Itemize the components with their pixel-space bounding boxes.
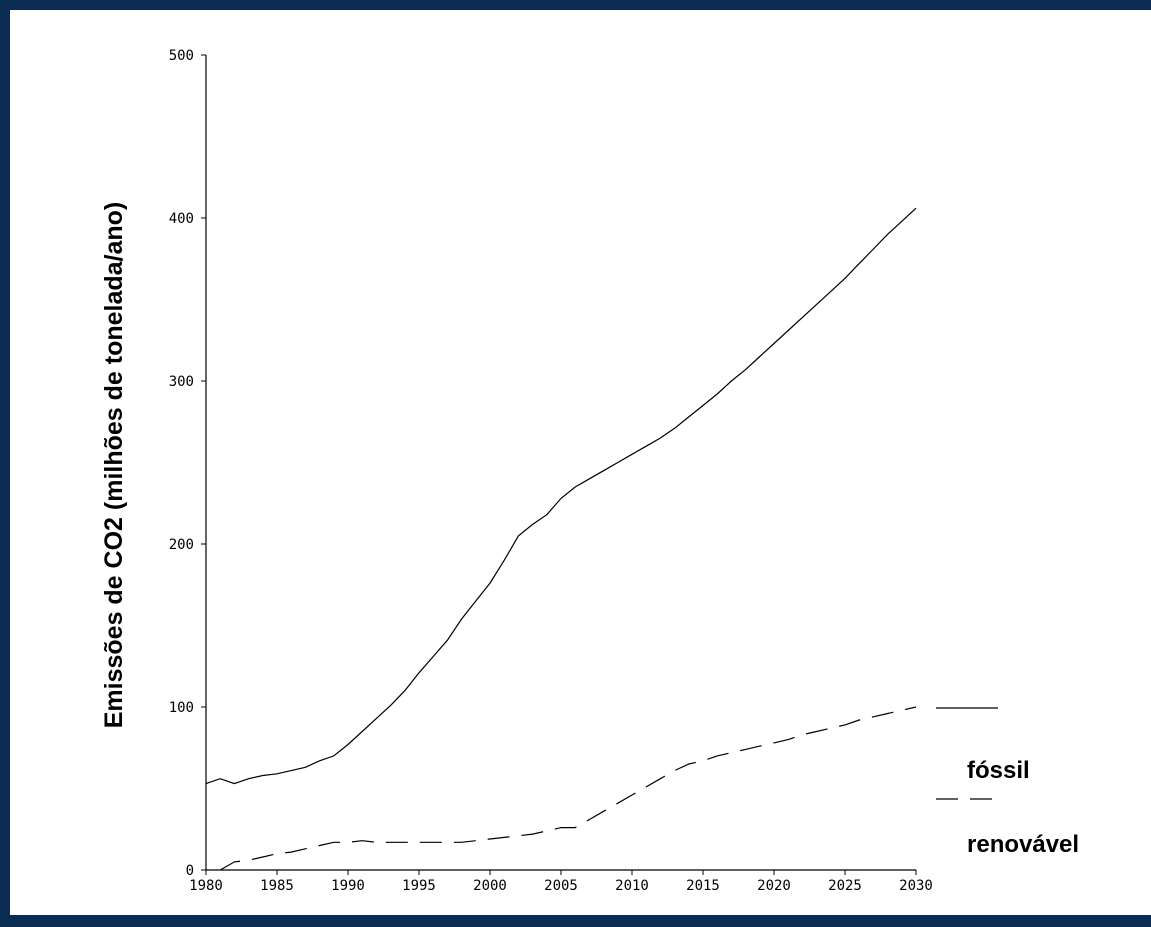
y-axis-label: Emissões de CO2 (milhões de tonelada/ano… (100, 202, 128, 729)
y-tick-label: 300 (169, 374, 194, 390)
y-tick-label: 500 (169, 48, 194, 64)
legend-label-fossil: fóssil (967, 757, 1030, 784)
x-tick-label: 2020 (757, 878, 791, 894)
x-tick-label: 2025 (828, 878, 862, 894)
chart-frame (10, 10, 1151, 915)
y-axis-ticks: 0 100 200 300 400 500 (169, 48, 206, 879)
renovavel-series-line (219, 706, 917, 871)
x-tick-label: 1980 (189, 878, 223, 894)
x-axis-ticks: 1980 1985 1990 1995 2000 2005 2010 2015 2020 2025… (189, 870, 933, 894)
series-lines (205, 207, 917, 871)
y-tick-label: 200 (169, 537, 194, 553)
fossil-series-line (205, 207, 917, 785)
x-tick-label: 2005 (544, 878, 578, 894)
y-tick-label: 400 (169, 211, 194, 227)
x-tick-label: 1995 (402, 878, 436, 894)
x-tick-label: 2015 (686, 878, 720, 894)
legend: fóssil renovável (936, 707, 1079, 858)
x-tick-label: 2030 (899, 878, 933, 894)
x-tick-label: 2000 (473, 878, 507, 894)
x-tick-label: 2010 (615, 878, 649, 894)
x-tick-label: 1985 (260, 878, 294, 894)
y-tick-label: 0 (186, 863, 194, 879)
y-tick-label: 100 (169, 700, 194, 716)
legend-label-renovavel: renovável (967, 831, 1079, 858)
x-tick-label: 1990 (331, 878, 365, 894)
bottom-band (0, 915, 1151, 927)
axes (205, 55, 916, 871)
